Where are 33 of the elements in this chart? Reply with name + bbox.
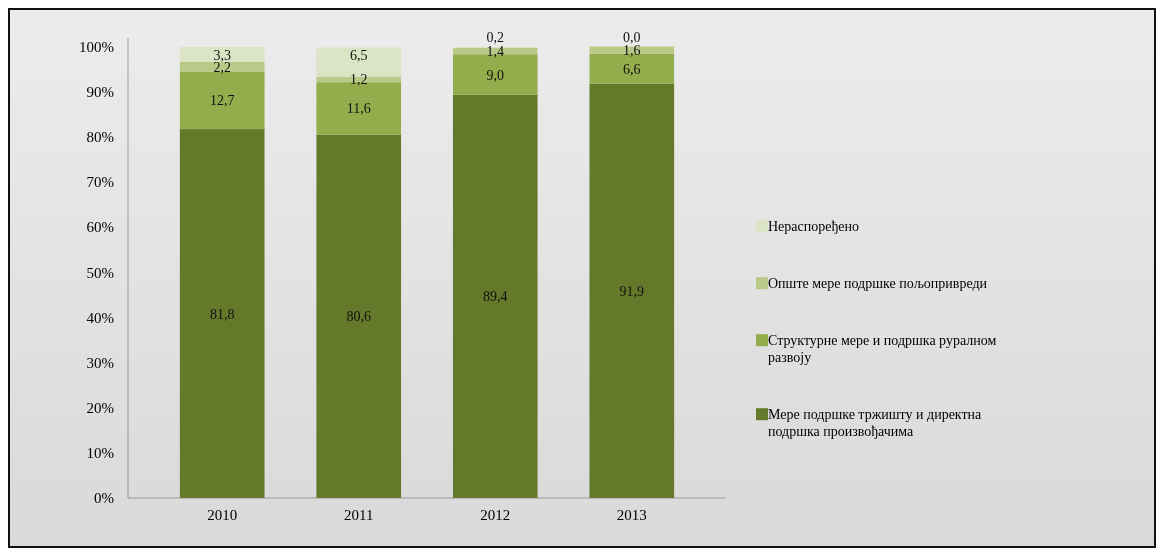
legend-label: Нераспоређено <box>768 219 859 235</box>
y-tick-label: 0% <box>94 490 114 506</box>
data-label: 1,2 <box>349 72 368 88</box>
data-label: 11,6 <box>346 101 371 117</box>
y-tick-label: 50% <box>86 264 114 281</box>
data-label: 0,0 <box>623 29 641 45</box>
y-tick-label: 20% <box>86 399 114 416</box>
data-label: 1,6 <box>623 43 641 59</box>
data-label: 0,2 <box>486 30 505 46</box>
data-label: 80,6 <box>346 309 371 325</box>
y-tick-label: 70% <box>86 174 114 191</box>
y-tick-label: 10% <box>86 444 114 461</box>
y-tick-label: 40% <box>86 309 114 326</box>
data-label: 6,5 <box>349 48 368 64</box>
y-tick-label: 80% <box>86 129 114 146</box>
data-label: 91,9 <box>619 283 645 299</box>
y-tick-label: 100% <box>79 39 114 56</box>
data-label: 6,6 <box>623 61 641 77</box>
legend-label: Мере подршке тржишту и директна подршка произвођачима <box>768 407 983 440</box>
data-label: 9,0 <box>486 67 505 83</box>
y-tick-label: 30% <box>86 354 114 371</box>
x-tick-label: 2010 <box>207 507 238 523</box>
legend-label: Опште мере подршке пољопривреди <box>768 276 988 292</box>
data-label: 89,4 <box>483 289 508 305</box>
y-tick-label: 90% <box>86 84 114 101</box>
y-tick-label: 60% <box>86 219 114 236</box>
legend-label: Структурне мере и подршка руралном развоју <box>768 333 997 366</box>
data-label: 1,4 <box>486 44 505 60</box>
data-label: 81,8 <box>209 306 235 322</box>
x-tick-label: 2012 <box>480 507 511 523</box>
x-tick-label: 2011 <box>344 507 374 523</box>
x-tick-label: 2013 <box>616 507 647 523</box>
data-label: 12,7 <box>209 93 235 109</box>
